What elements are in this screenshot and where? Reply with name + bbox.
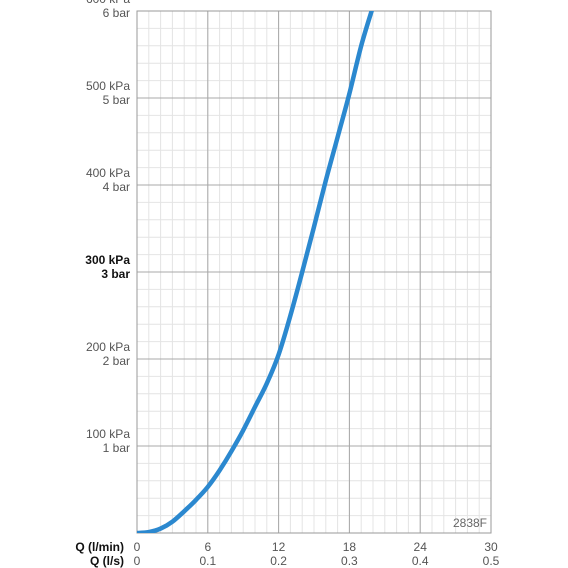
x-tick-label-ls: 0.1 [199,554,216,568]
x-tick-label-lmin: 18 [343,540,357,554]
x-tick-label-lmin: 24 [414,540,428,554]
y-tick-label-kpa: 500 kPa [86,79,130,93]
y-tick-label-kpa: 600 kPa [86,0,130,6]
y-tick-label-bar: 2 bar [103,354,130,368]
x-tick-label-lmin: 6 [204,540,211,554]
curve-layer [137,11,374,533]
x-tick-label-ls: 0 [134,554,141,568]
y-tick-label-bar: 5 bar [103,93,130,107]
y-tick-label-bar: 1 bar [103,441,130,455]
y-tick-label-bar: 6 bar [103,6,130,20]
y-tick-label-kpa: 400 kPa [86,166,130,180]
y-tick-label-bar: 4 bar [103,180,130,194]
chart-reference-code: 2838F [453,516,487,530]
x-tick-label-ls: 0.4 [412,554,429,568]
x-axis-label-ls: Q (l/s) [90,554,124,568]
x-axis-label-lmin: Q (l/min) [75,540,124,554]
x-tick-label-lmin: 12 [272,540,286,554]
x-tick-label-lmin: 0 [134,540,141,554]
y-tick-label-kpa: 100 kPa [86,427,130,441]
y-tick-label-kpa: 300 kPa [85,253,130,267]
x-axis-labels: 00 60.1 120.2 180.3 240.4 300.5 [134,540,500,568]
x-tick-label-lmin: 30 [484,540,498,554]
plot-frame [136,10,492,534]
x-tick-label-ls: 0.3 [341,554,358,568]
x-tick-label-ls: 0.2 [270,554,287,568]
y-tick-label-kpa: 200 kPa [86,340,130,354]
pressure-curve [137,11,374,533]
x-tick-label-ls: 0.5 [483,554,500,568]
y-tick-label-bar: 3 bar [101,267,130,281]
